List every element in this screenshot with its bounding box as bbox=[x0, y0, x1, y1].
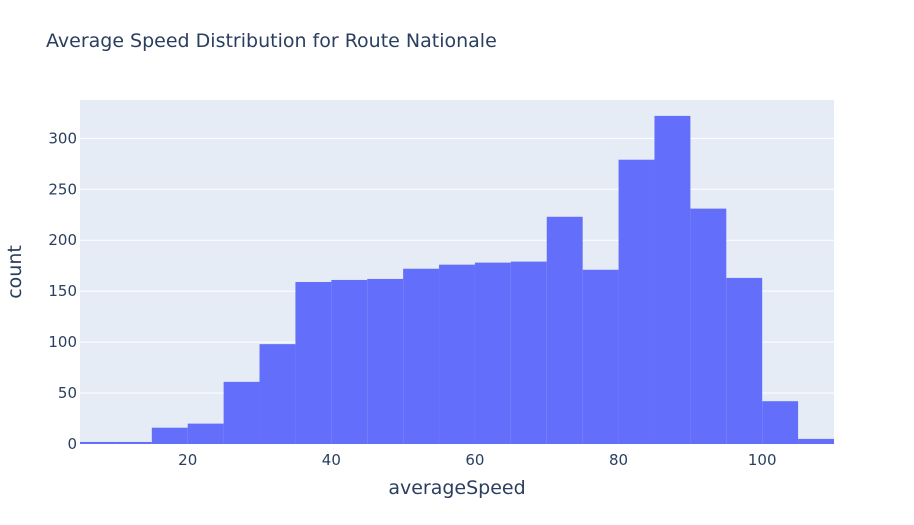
histogram-bar[interactable] bbox=[510, 261, 547, 444]
y-tick-label: 0 bbox=[67, 435, 77, 453]
x-tick-label: 20 bbox=[178, 451, 197, 469]
histogram-bar[interactable] bbox=[259, 344, 296, 444]
x-axis-title: averageSpeed bbox=[388, 477, 525, 499]
x-axis-ticks: 20 40 60 80 100 bbox=[178, 451, 776, 469]
y-tick-label: 250 bbox=[48, 180, 77, 198]
histogram-bar[interactable] bbox=[367, 278, 404, 444]
histogram-bar[interactable] bbox=[690, 208, 727, 444]
histogram-bar[interactable] bbox=[474, 262, 511, 444]
histogram-bar[interactable] bbox=[80, 441, 116, 444]
histogram-bar[interactable] bbox=[331, 279, 368, 444]
histogram-bar[interactable] bbox=[439, 264, 475, 444]
histogram-bar[interactable] bbox=[762, 401, 799, 444]
histogram-bar[interactable] bbox=[403, 268, 440, 444]
y-axis-title: count bbox=[4, 245, 26, 299]
histogram-bar[interactable] bbox=[223, 381, 260, 444]
chart-title: Average Speed Distribution for Route Nat… bbox=[46, 30, 497, 52]
x-tick-label: 60 bbox=[465, 451, 484, 469]
x-tick-label: 80 bbox=[609, 451, 628, 469]
histogram-bar[interactable] bbox=[798, 438, 834, 444]
histogram-bar[interactable] bbox=[726, 277, 763, 444]
histogram-bar[interactable] bbox=[115, 441, 152, 444]
y-tick-label: 200 bbox=[48, 231, 77, 249]
histogram-bars bbox=[80, 115, 834, 444]
y-tick-label: 50 bbox=[58, 384, 77, 402]
histogram-bar[interactable] bbox=[582, 269, 619, 444]
x-tick-label: 100 bbox=[748, 451, 777, 469]
histogram-bar[interactable] bbox=[546, 216, 583, 444]
histogram-bar[interactable] bbox=[618, 159, 655, 444]
y-tick-label: 100 bbox=[48, 333, 77, 351]
histogram-bar[interactable] bbox=[151, 427, 188, 444]
y-tick-label: 150 bbox=[48, 282, 77, 300]
histogram-bar[interactable] bbox=[295, 281, 332, 444]
y-tick-label: 300 bbox=[48, 129, 77, 147]
histogram-bar[interactable] bbox=[654, 115, 691, 444]
x-tick-label: 40 bbox=[322, 451, 341, 469]
histogram-bar[interactable] bbox=[187, 423, 224, 444]
y-axis-ticks: 0 50 100 150 200 250 300 bbox=[48, 129, 77, 453]
